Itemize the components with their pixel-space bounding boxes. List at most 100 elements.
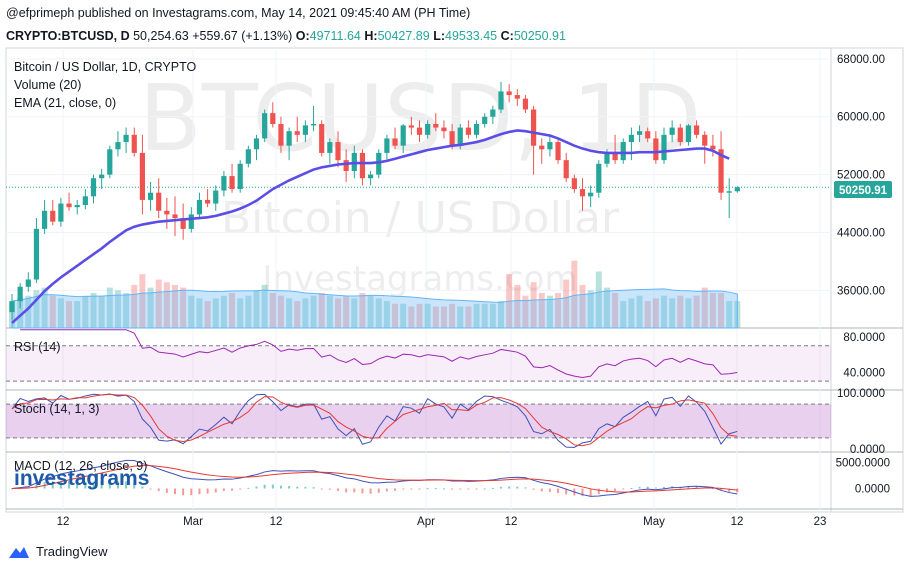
candle-body	[50, 210, 56, 222]
volume-bar	[449, 303, 456, 328]
tradingview-label: TradingView	[36, 544, 108, 559]
candle-body	[636, 131, 643, 135]
candle-body	[685, 125, 692, 143]
macd-histogram-bar	[247, 487, 250, 489]
macd-histogram-bar	[214, 488, 217, 493]
candle-body	[376, 152, 382, 175]
volume-bar	[188, 295, 195, 328]
macd-histogram-bar	[646, 486, 649, 489]
macd-histogram-bar	[190, 488, 193, 496]
candle-body	[229, 176, 235, 190]
macd-histogram-bar	[296, 486, 299, 489]
candle-body	[596, 163, 602, 193]
macd-histogram-bar	[736, 488, 739, 493]
volume-bar	[229, 293, 236, 328]
candle-body	[286, 131, 292, 146]
macd-histogram-bar	[434, 488, 437, 490]
candle-body	[531, 109, 537, 146]
candle-body	[539, 145, 545, 150]
volume-bar	[57, 298, 64, 328]
macd-histogram-bar	[263, 484, 266, 489]
volume-bar	[310, 295, 317, 328]
low-value: 49533.45	[445, 29, 498, 43]
close-label: C:	[500, 29, 514, 43]
volume-bar	[652, 298, 659, 328]
candle-body	[99, 174, 105, 179]
macd-histogram-bar	[182, 488, 185, 496]
volume-bar	[538, 293, 545, 328]
volume-bar	[74, 301, 81, 328]
macd-histogram-bar	[516, 486, 519, 489]
watermark-name: Bitcoin / US Dollar	[221, 193, 620, 244]
candle-body	[588, 192, 594, 197]
candle-body	[131, 134, 137, 153]
macd-histogram-bar	[475, 488, 478, 490]
macd-histogram-bar	[385, 488, 388, 492]
candle-body	[710, 145, 716, 150]
stoch-band	[6, 404, 831, 438]
macd-histogram-bar	[108, 481, 111, 489]
candle-body	[90, 178, 97, 197]
candle-body	[310, 123, 317, 126]
candle-body	[734, 187, 740, 192]
volume-bar	[277, 295, 284, 328]
macd-histogram-bar	[426, 488, 429, 490]
macd-histogram-bar	[467, 488, 470, 490]
volume-bar	[335, 298, 341, 328]
volume-bar	[636, 295, 643, 328]
candle-body	[107, 149, 113, 175]
candle-body	[33, 228, 40, 280]
tradingview-brand[interactable]: TradingView	[8, 544, 108, 559]
candle-body	[17, 286, 23, 302]
volume-bar	[481, 303, 488, 328]
volume-bar	[432, 306, 439, 328]
candle-body	[74, 205, 80, 208]
volume-bar	[326, 295, 333, 328]
current-price-label: 50250.91	[839, 185, 888, 197]
volume-bar	[440, 306, 447, 328]
volume-bar	[473, 303, 480, 328]
current-price-badge	[834, 181, 892, 198]
candle-body	[180, 218, 186, 229]
candle-body	[726, 191, 732, 193]
candle-body	[547, 142, 553, 150]
candle-body	[115, 142, 121, 150]
candle-body	[368, 174, 374, 179]
volume-bar	[220, 295, 227, 328]
candle-body	[465, 127, 471, 135]
candle-body	[253, 138, 260, 150]
volume-bar	[392, 303, 399, 328]
macd-histogram-bar	[353, 488, 356, 493]
macd-histogram-bar	[418, 488, 421, 490]
candle-body	[612, 152, 618, 161]
macd-histogram-bar	[222, 488, 225, 492]
candle-body	[319, 123, 325, 153]
macd-histogram-bar	[239, 488, 242, 490]
rsi-band	[6, 345, 831, 382]
time-tick-label: 23	[814, 516, 827, 528]
macd-histogram-bar	[320, 488, 323, 490]
candle-body	[718, 149, 724, 193]
watermark-site: Investagrams.com	[262, 259, 577, 299]
stoch-tick-label: 100.0000	[837, 388, 885, 400]
candle-body	[449, 131, 455, 146]
macd-histogram-bar	[271, 484, 274, 489]
candle-body	[196, 199, 203, 215]
volume-bar	[669, 298, 676, 328]
tradingview-logo-icon	[9, 546, 29, 558]
volume-bar	[123, 293, 130, 328]
candle-body	[302, 125, 308, 135]
volume-bar	[620, 301, 627, 328]
macd-histogram-bar	[328, 488, 331, 490]
candle-body	[653, 138, 659, 161]
rsi-label: RSI (14)	[14, 340, 61, 354]
candle-body	[482, 116, 488, 124]
candle-body	[473, 123, 480, 135]
candle-body	[457, 127, 463, 146]
stoch-label: Stoch (14, 1, 3)	[14, 402, 99, 416]
volume-bar	[359, 293, 366, 328]
volume-bar	[522, 295, 529, 328]
macd-histogram-bar	[483, 488, 486, 490]
volume-bar	[237, 298, 244, 328]
